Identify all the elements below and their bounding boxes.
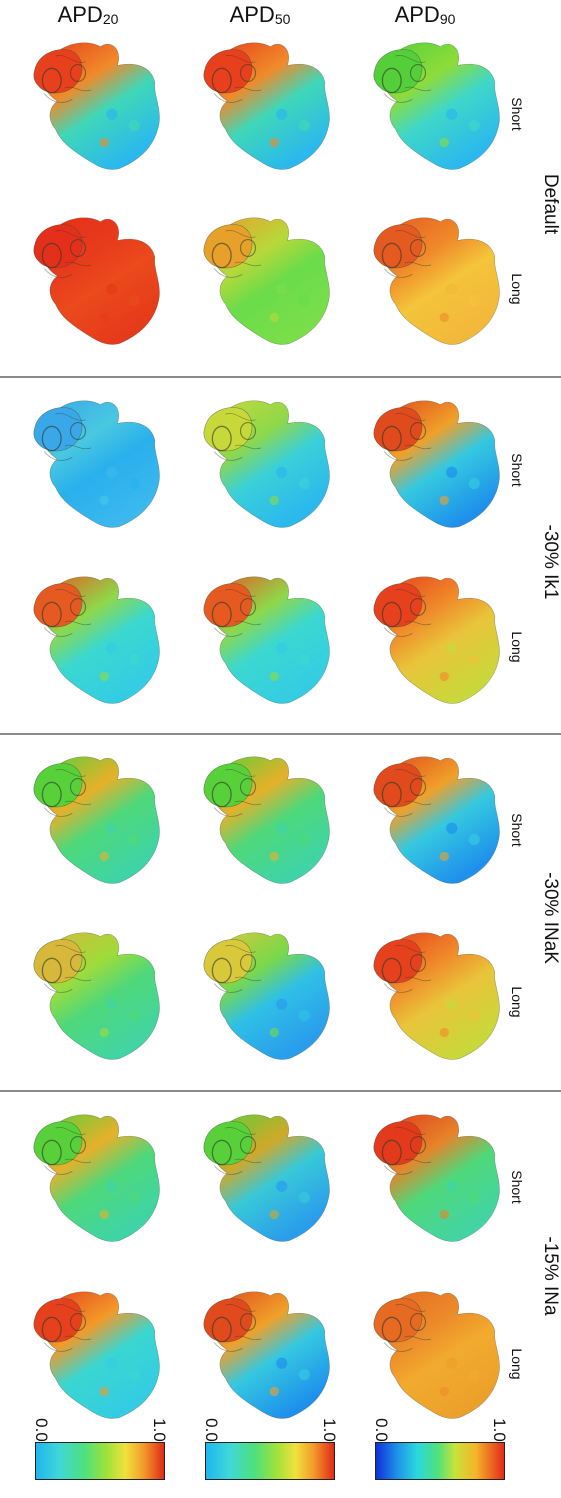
row-label: Long — [509, 631, 525, 663]
atrium-surface — [33, 756, 160, 884]
row-label: Short — [509, 453, 525, 487]
atrium-map-g1-r0-c2 — [358, 386, 508, 536]
atrium-map-g2-r0-c2 — [358, 742, 508, 892]
atrium-map-g3-r0-c0 — [18, 1100, 168, 1250]
atrium-map-g0-r0-c2 — [358, 28, 508, 178]
atrium-surface — [33, 1114, 160, 1242]
atrium-surface — [373, 932, 500, 1060]
group-divider — [0, 733, 561, 735]
group-label: -30% Ik1 — [540, 524, 561, 600]
column-header-base: APD — [57, 2, 103, 27]
colorbar-apd50: 0.0 1.0 — [202, 1418, 339, 1498]
atrium-surface — [373, 1291, 500, 1419]
column-header-apd90: APD90 — [365, 0, 485, 30]
atrium-surface — [203, 400, 330, 528]
colorbar-gradient — [35, 1442, 165, 1480]
column-header-sub: 20 — [102, 11, 119, 27]
atrium-surface — [203, 1114, 330, 1242]
row-label: Long — [509, 273, 525, 305]
atrium-map-g1-r1-c2 — [358, 562, 508, 712]
atrium-surface — [33, 932, 160, 1060]
atrium-surface — [203, 42, 330, 170]
row-label: Short — [509, 97, 525, 131]
atrium-surface — [33, 1291, 160, 1419]
atrium-map-g1-r1-c0 — [18, 562, 168, 712]
column-header-sub: 90 — [439, 11, 456, 27]
atrium-map-g0-r1-c2 — [358, 203, 508, 353]
atrium-surface — [33, 217, 160, 345]
group-label: Default — [540, 173, 561, 235]
atrium-map-g3-r1-c2 — [358, 1277, 508, 1427]
atrium-surface — [373, 576, 500, 704]
group-divider — [0, 1090, 561, 1092]
group-label: -30% INaK — [540, 872, 561, 964]
colorbar-apd20: 0.0 1.0 — [32, 1418, 169, 1498]
atrium-surface — [203, 217, 330, 345]
column-header-apd50: APD50 — [200, 0, 320, 30]
row-label: Short — [509, 1170, 525, 1204]
atrium-map-g1-r0-c1 — [188, 386, 338, 536]
atrium-map-g2-r1-c2 — [358, 918, 508, 1068]
atrium-surface — [373, 400, 500, 528]
row-label: Long — [509, 986, 525, 1018]
column-header-apd20: APD20 — [28, 0, 148, 30]
atrium-map-g0-r1-c1 — [188, 203, 338, 353]
atrium-surface — [33, 400, 160, 528]
atrium-map-g2-r0-c1 — [188, 742, 338, 892]
atrium-map-g3-r1-c0 — [18, 1277, 168, 1427]
atrium-map-g1-r1-c1 — [188, 562, 338, 712]
atrium-surface — [373, 1114, 500, 1242]
atrium-map-g3-r0-c1 — [188, 1100, 338, 1250]
atrium-surface — [203, 576, 330, 704]
atrium-surface — [33, 576, 160, 704]
row-label: Short — [509, 813, 525, 847]
row-label: Long — [509, 1348, 525, 1380]
atrium-map-g0-r0-c1 — [188, 28, 338, 178]
group-label: -15% INa — [540, 1236, 561, 1316]
atrium-map-g3-r1-c1 — [188, 1277, 338, 1427]
atrium-surface — [203, 1291, 330, 1419]
atrium-map-g2-r1-c1 — [188, 918, 338, 1068]
atrium-map-g0-r0-c0 — [18, 28, 168, 178]
atrium-map-g2-r0-c0 — [18, 742, 168, 892]
colorbar-gradient — [205, 1442, 335, 1480]
atrium-surface — [373, 42, 500, 170]
atrium-map-g3-r0-c2 — [358, 1100, 508, 1250]
column-header-sub: 50 — [274, 11, 291, 27]
atrium-map-g0-r1-c0 — [18, 203, 168, 353]
atrium-map-g2-r1-c0 — [18, 918, 168, 1068]
group-divider — [0, 376, 561, 378]
column-header-base: APD — [229, 2, 275, 27]
colorbar-gradient — [375, 1442, 505, 1480]
colorbar-apd90: 0.0 1.0 — [372, 1418, 509, 1498]
atrium-surface — [203, 932, 330, 1060]
atrium-surface — [373, 217, 500, 345]
atrium-map-g1-r0-c0 — [18, 386, 168, 536]
atrium-surface — [203, 756, 330, 884]
atrium-surface — [33, 42, 160, 170]
column-header-base: APD — [394, 2, 440, 27]
atrium-surface — [373, 756, 500, 884]
